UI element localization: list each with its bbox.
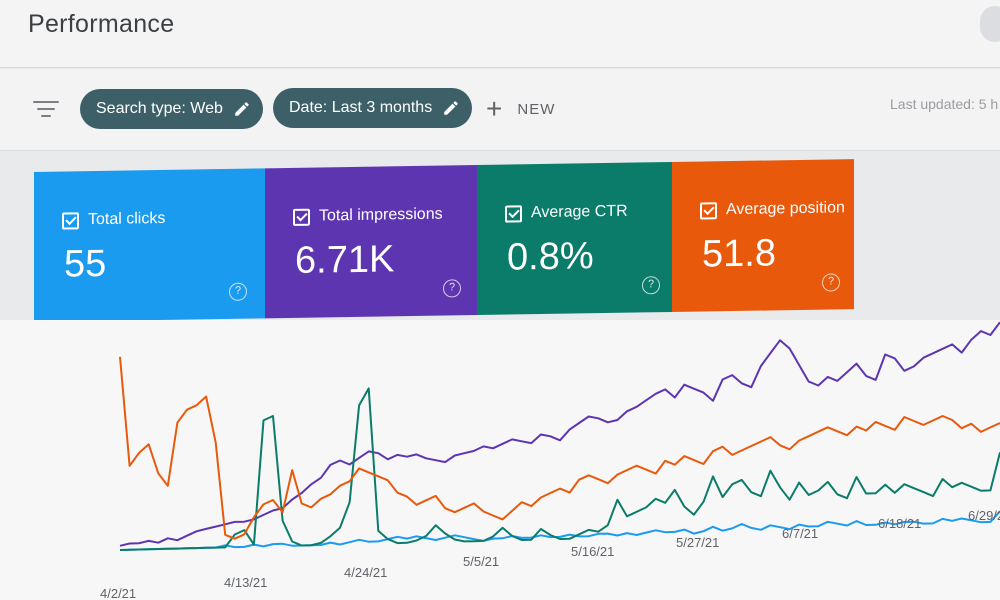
x-tick-label: 4/13/21	[224, 575, 268, 590]
metric-label-wrap: Average CTR	[505, 203, 628, 223]
metric-label-wrap: Average position	[700, 199, 845, 220]
metric-label: Total impressions	[319, 205, 443, 225]
metric-cards: Total clicks 55 ? Total impressions 6.71…	[34, 159, 854, 322]
x-tick-label: 6/29/21	[968, 508, 1000, 523]
plus-icon: +	[486, 93, 504, 124]
x-tick-label: 5/16/21	[571, 544, 615, 559]
help-icon[interactable]: ?	[642, 276, 660, 295]
pencil-icon	[235, 102, 249, 116]
metric-value: 51.8	[702, 232, 776, 276]
x-tick-label: 5/27/21	[676, 535, 720, 550]
x-tick-label: 6/18/21	[878, 516, 922, 531]
metric-value: 6.71K	[295, 238, 395, 282]
series-line-3	[119, 356, 1000, 540]
line-chart	[119, 321, 1000, 551]
chip-label: Search type: Web	[96, 100, 223, 117]
series-line-1	[119, 321, 1000, 547]
x-tick-label: 4/2/21	[100, 586, 137, 600]
series-line-0	[119, 510, 1000, 551]
date-range-chip[interactable]: Date: Last 3 months	[273, 88, 473, 128]
metric-label-wrap: Total clicks	[62, 210, 165, 230]
metric-value: 0.8%	[507, 235, 594, 279]
metric-value: 55	[64, 242, 107, 286]
account-button[interactable]	[980, 6, 1000, 42]
pencil-icon	[444, 101, 458, 115]
new-label: NEW	[517, 100, 556, 118]
filter-icon[interactable]	[33, 99, 59, 119]
metric-label: Average CTR	[531, 202, 628, 222]
checkbox-icon[interactable]	[293, 208, 310, 226]
help-icon[interactable]: ?	[822, 273, 840, 292]
search-type-chip[interactable]: Search type: Web	[80, 89, 263, 129]
x-tick-label: 5/5/21	[463, 554, 500, 569]
checkbox-icon[interactable]	[505, 204, 522, 223]
new-filter-button[interactable]: + NEW	[486, 95, 555, 123]
header: Performance	[0, 0, 1000, 68]
metric-label: Total clicks	[88, 209, 166, 229]
metric-card-total-clicks[interactable]: Total clicks 55 ?	[34, 168, 265, 322]
help-icon[interactable]: ?	[229, 282, 247, 301]
metric-card-average-ctr[interactable]: Average CTR 0.8% ?	[477, 161, 672, 316]
checkbox-icon[interactable]	[62, 211, 79, 230]
metric-label-wrap: Total impressions	[293, 206, 443, 226]
x-tick-label: 4/24/21	[344, 565, 388, 580]
x-tick-label: 6/7/21	[782, 526, 819, 541]
toolbar: Search type: Web Date: Last 3 months + N…	[0, 69, 1000, 151]
metric-label: Average position	[726, 199, 845, 219]
checkbox-icon[interactable]	[700, 201, 717, 220]
series-line-2	[119, 387, 1000, 551]
performance-chart: 4/2/21 4/13/21 4/24/21 5/5/21 5/16/21 5/27/21…	[0, 320, 1000, 600]
metric-card-total-impressions[interactable]: Total impressions 6.71K ?	[265, 165, 477, 319]
page-title: Performance	[28, 10, 175, 38]
chip-label: Date: Last 3 months	[289, 99, 433, 116]
help-icon[interactable]: ?	[443, 279, 461, 298]
metric-card-average-position[interactable]: Average position 51.8 ?	[672, 159, 854, 312]
last-updated-text: Last updated: 5 h	[890, 96, 999, 112]
